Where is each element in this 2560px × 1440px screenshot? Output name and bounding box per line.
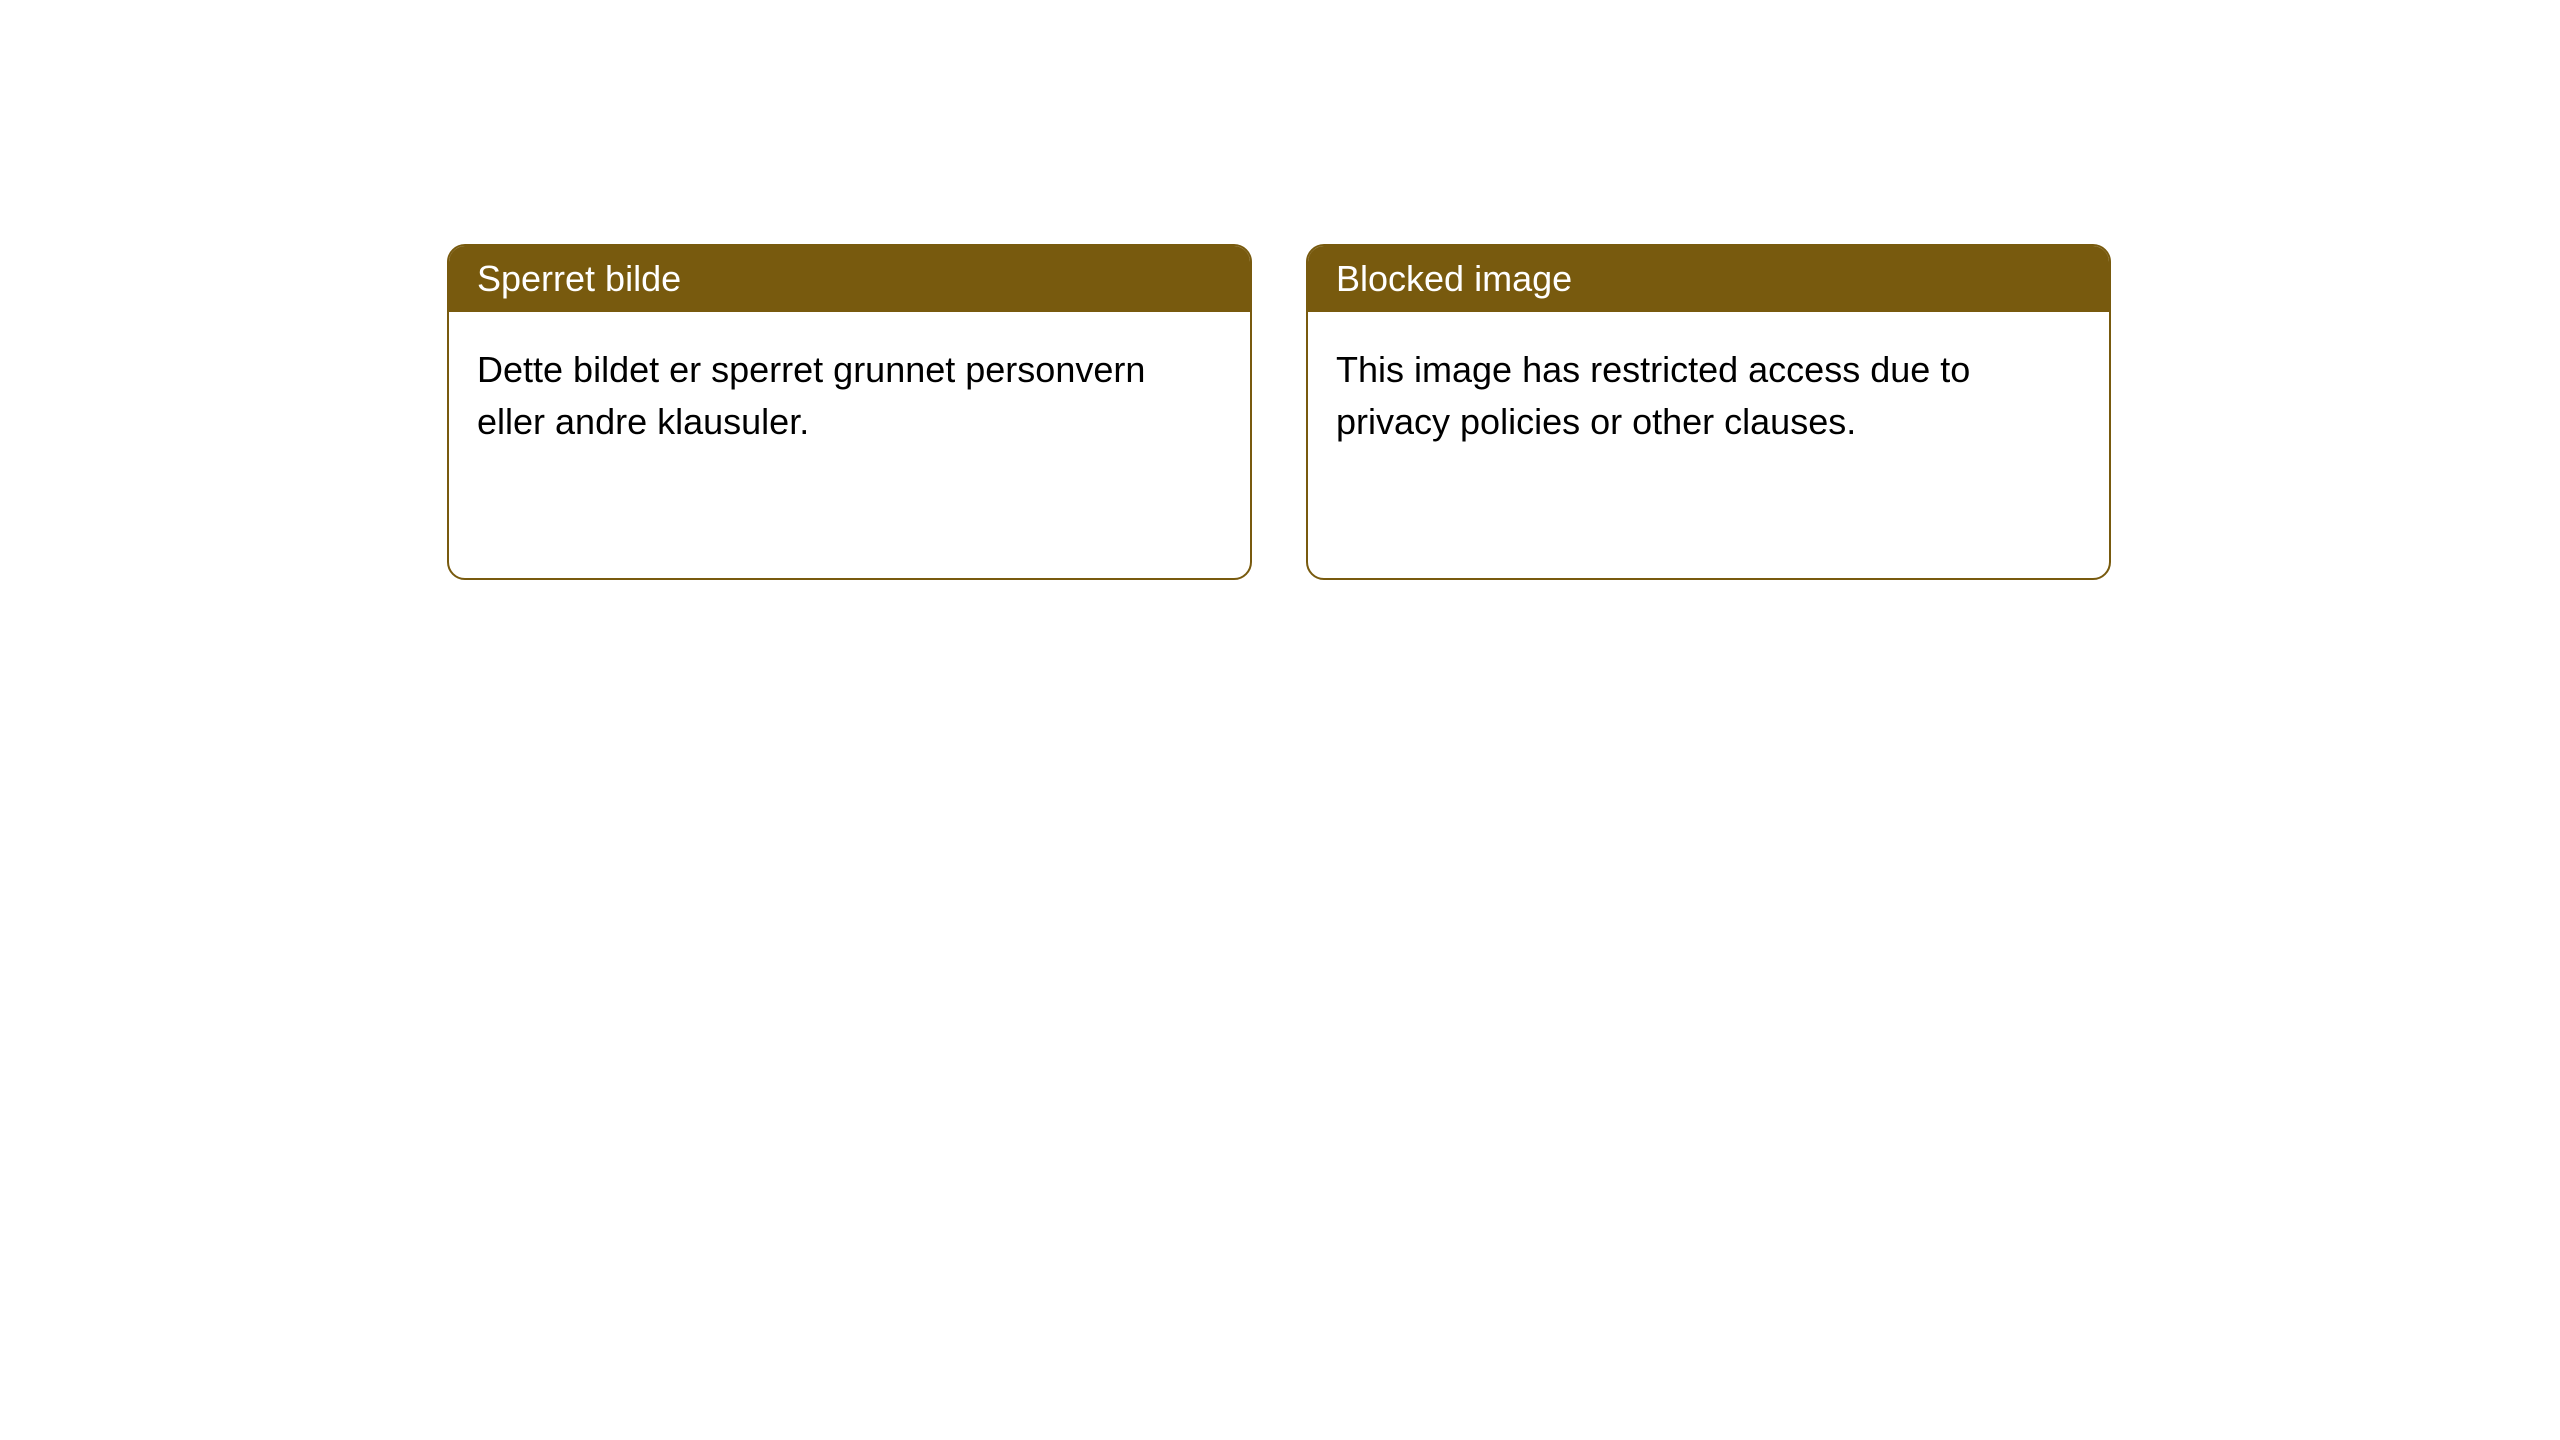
card-english: Blocked image This image has restricted … — [1306, 244, 2111, 580]
card-message: This image has restricted access due to … — [1336, 349, 1970, 442]
card-title: Blocked image — [1336, 258, 1572, 299]
card-title: Sperret bilde — [477, 258, 681, 299]
card-header-norwegian: Sperret bilde — [449, 246, 1250, 312]
card-body-norwegian: Dette bildet er sperret grunnet personve… — [449, 312, 1250, 480]
card-header-english: Blocked image — [1308, 246, 2109, 312]
card-message: Dette bildet er sperret grunnet personve… — [477, 349, 1145, 442]
card-body-english: This image has restricted access due to … — [1308, 312, 2109, 480]
cards-container: Sperret bilde Dette bildet er sperret gr… — [0, 0, 2560, 580]
card-norwegian: Sperret bilde Dette bildet er sperret gr… — [447, 244, 1252, 580]
